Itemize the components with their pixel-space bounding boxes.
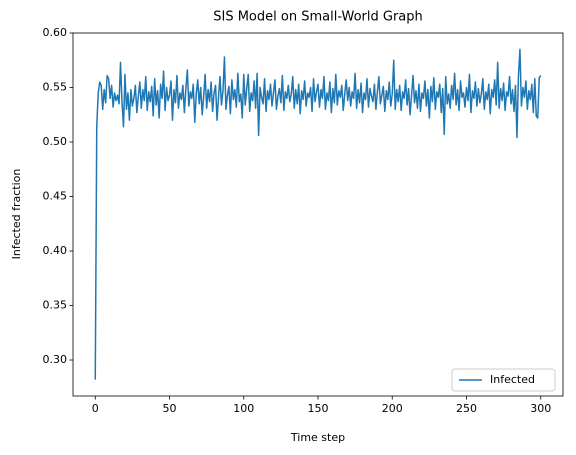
y-tick-label: 0.55 (43, 81, 68, 94)
y-tick-label: 0.60 (43, 26, 68, 39)
y-tick-label: 0.35 (43, 299, 68, 312)
x-tick-label: 100 (233, 402, 254, 415)
legend-label: Infected (490, 373, 535, 386)
x-tick-label: 200 (382, 402, 403, 415)
x-tick-label: 300 (530, 402, 551, 415)
y-axis-label: Infected fraction (10, 169, 23, 260)
x-tick-label: 150 (308, 402, 329, 415)
legend-box (451, 368, 556, 392)
x-tick-label: 250 (456, 402, 477, 415)
y-tick-label: 0.40 (43, 244, 68, 257)
chart-title: SIS Model on Small-World Graph (213, 10, 423, 25)
x-tick-label: 0 (92, 402, 99, 415)
y-tick-label: 0.30 (43, 353, 68, 366)
plot-frame (72, 32, 564, 397)
x-tick-label: 50 (163, 402, 177, 415)
y-tick-label: 0.50 (43, 135, 68, 148)
x-axis-label: Time step (290, 431, 345, 444)
y-tick-label: 0.45 (43, 190, 68, 203)
series-line (94, 48, 542, 380)
